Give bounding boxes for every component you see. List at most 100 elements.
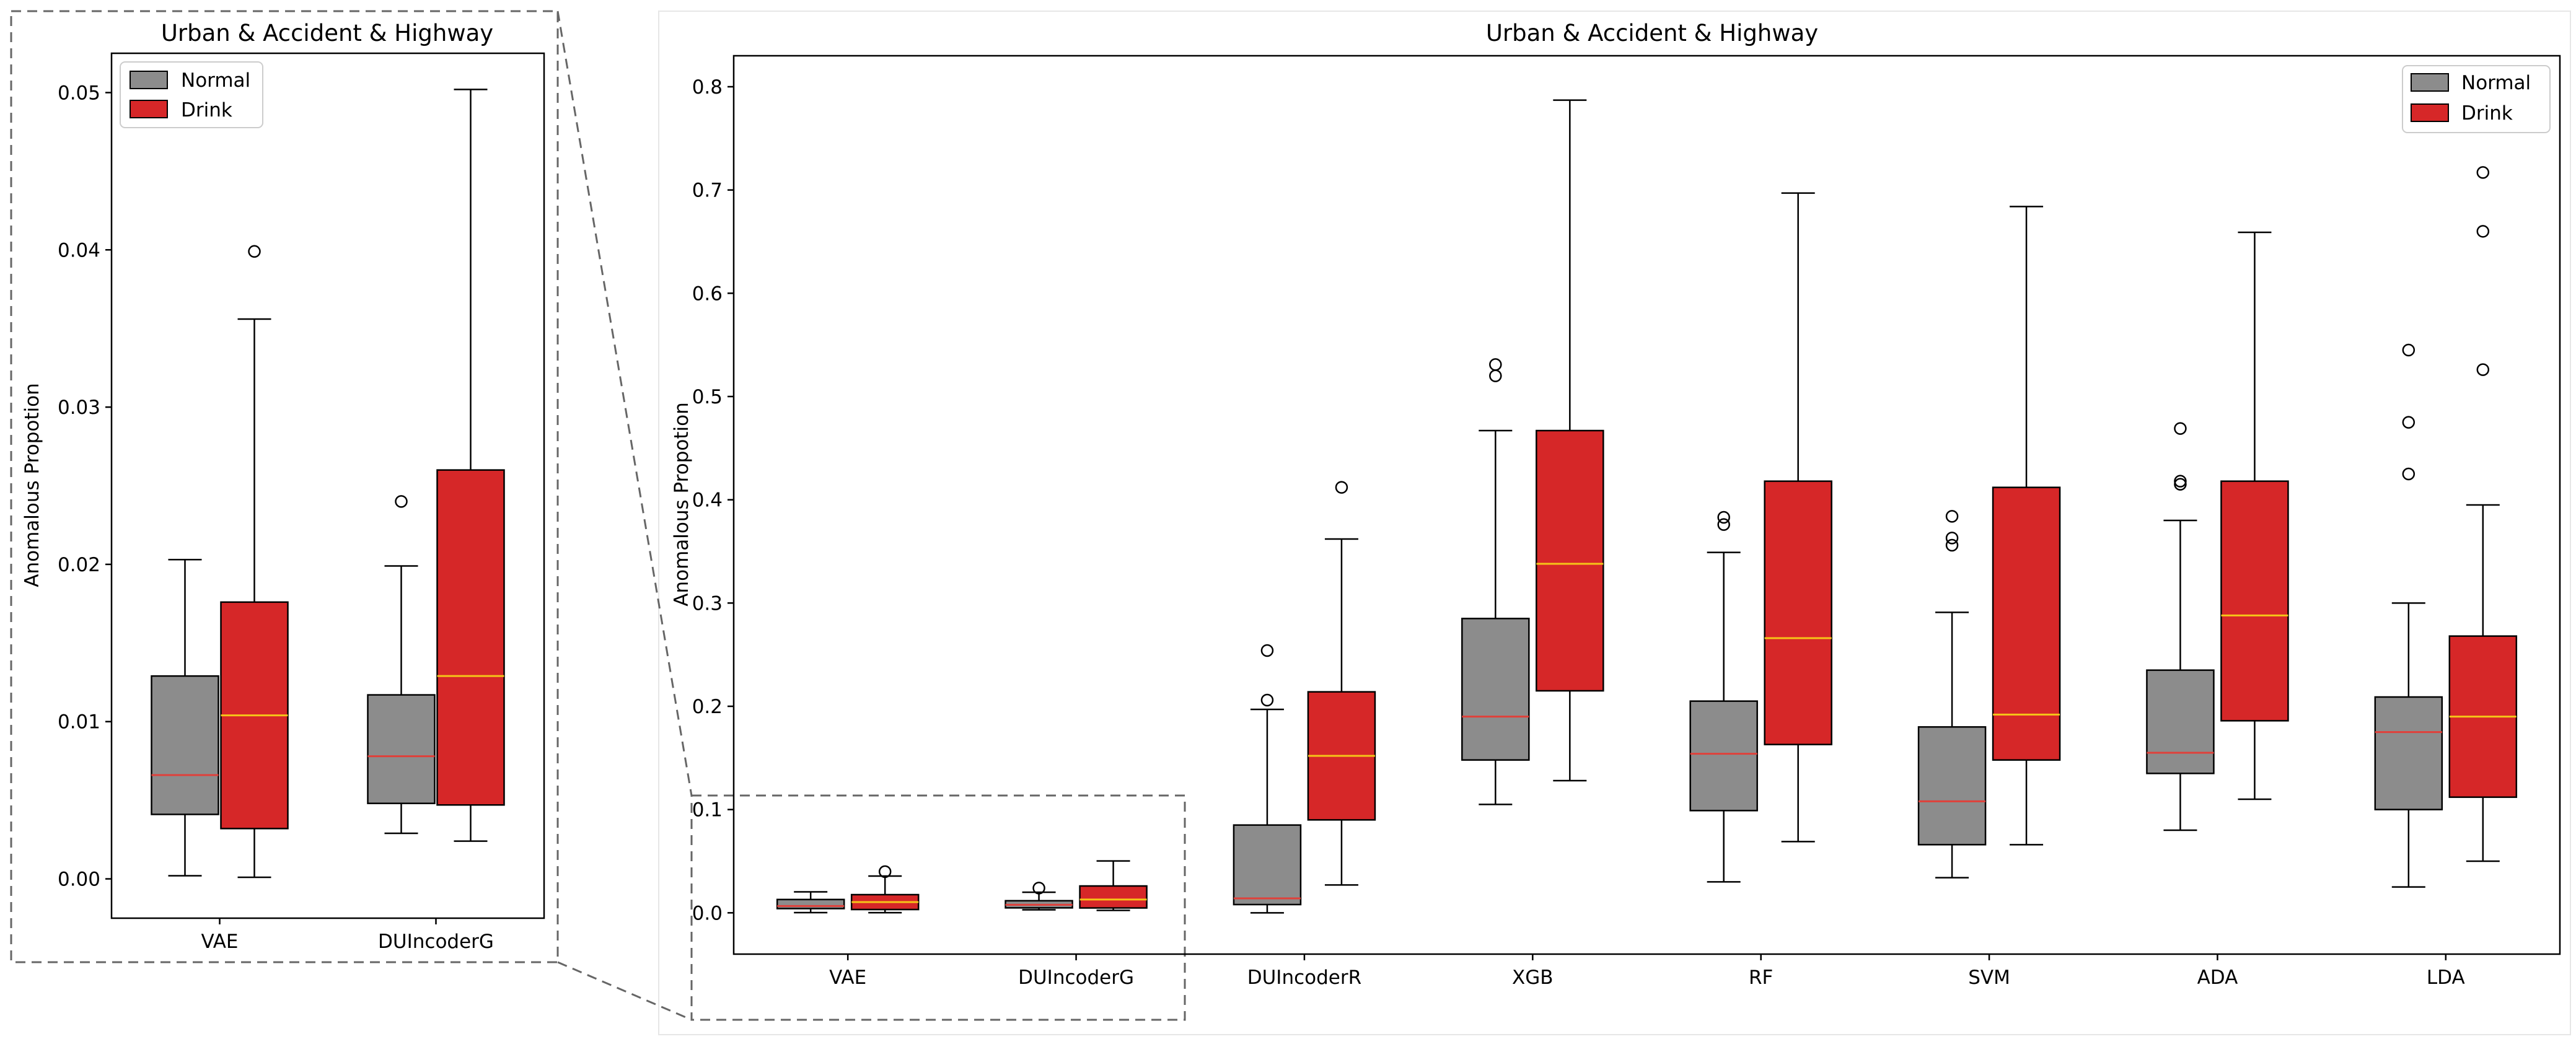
outlier-point (2402, 416, 2416, 429)
box-iqr (1992, 486, 2061, 761)
main-xtick-label-svm: SVM (1968, 967, 2010, 989)
main-legend-label-drink: Drink (2461, 102, 2513, 125)
zoom-ytick-label: 0.02 (58, 554, 100, 576)
outlier-point (1717, 511, 1730, 524)
main-xtick-label-ada: ADA (2197, 967, 2238, 989)
main-box-drink-vae (850, 865, 920, 914)
main-ytick-label: 0.7 (692, 180, 723, 202)
zoom-connector-line-top (556, 11, 693, 796)
outlier-point (2174, 475, 2187, 488)
box-iqr (151, 675, 219, 815)
zoom-box-normal-vae (151, 559, 219, 877)
main-xtick-label-rf: RF (1749, 967, 1773, 989)
box-iqr (2220, 480, 2289, 722)
outlier-point (1260, 693, 1274, 707)
main-chart: Urban & Accident & Highway Anomalous Pro… (670, 20, 2561, 989)
zoom-chart-title: Urban & Accident & Highway (161, 20, 493, 46)
main-ytick-label: 0.0 (692, 902, 723, 924)
main-box-drink-ada (2220, 231, 2289, 800)
main-xtick-label-xgb: XGB (1512, 967, 1554, 989)
zoom-legend: Normal Drink (120, 61, 263, 128)
outlier-point (1335, 481, 1348, 494)
zoom-legend-swatch-normal (130, 71, 168, 89)
main-xtick-label-lda: LDA (2427, 967, 2465, 989)
outlier-point (2402, 343, 2416, 357)
outlier-point (2476, 166, 2490, 179)
main-plot-frame (732, 55, 2561, 955)
zoom-source-region (690, 794, 1186, 1021)
zoom-y-axis-label: Anomalous Propotion (21, 383, 43, 587)
main-box-drink-duincoderr (1307, 481, 1376, 886)
zoom-chart: Urban & Accident & Highway Anomalous Pro… (21, 20, 545, 953)
box-iqr (1536, 429, 1604, 692)
main-legend-label-normal: Normal (2461, 72, 2531, 94)
box-iqr (1461, 618, 1530, 761)
main-ytick-label: 0.4 (692, 489, 723, 512)
main-xtick-label-duincoderr: DUIncoderR (1247, 967, 1361, 989)
main-ytick-label: 0.6 (692, 283, 723, 305)
zoom-ytick-label: 0.03 (58, 397, 100, 419)
main-legend: Normal Drink (2402, 65, 2551, 133)
main-box-normal-rf (1689, 511, 1758, 883)
box-iqr (436, 469, 505, 806)
main-box-normal-lda (2374, 343, 2443, 888)
main-y-axis-label: Anomalous Propotion (670, 402, 693, 606)
box-iqr (367, 694, 436, 804)
zoom-ytick-label: 0.04 (58, 239, 100, 261)
box-iqr (776, 898, 845, 910)
box-iqr (2374, 696, 2443, 810)
outlier-point (1260, 644, 1274, 657)
zoom-plot-frame (110, 52, 545, 919)
box-iqr (1764, 480, 1832, 745)
zoom-legend-label-drink: Drink (181, 99, 232, 121)
main-box-normal-svm (1917, 510, 1987, 879)
main-box-normal-duincoderr (1233, 644, 1302, 914)
main-box-normal-xgb (1461, 358, 1530, 805)
outlier-point (395, 495, 408, 508)
main-legend-swatch-drink (2411, 103, 2449, 122)
outlier-point (1945, 532, 1959, 545)
main-box-drink-lda (2448, 166, 2518, 862)
main-chart-title: Urban & Accident & Highway (1486, 20, 1818, 46)
zoom-legend-swatch-drink (130, 100, 168, 118)
main-box-drink-xgb (1536, 99, 1604, 782)
main-legend-swatch-normal (2411, 73, 2449, 92)
zoom-xtick-label-duincoderg: DUIncoderG (378, 931, 494, 953)
main-box-normal-duincoderg (1004, 882, 1073, 911)
box-iqr (2146, 669, 2215, 774)
main-box-drink-svm (1992, 206, 2061, 846)
zoom-ytick-label: 0.00 (58, 869, 100, 891)
box-iqr (1233, 824, 1302, 906)
main-xtick-label-vae: VAE (829, 967, 866, 989)
outlier-point (878, 865, 892, 879)
outlier-point (1945, 510, 1959, 523)
outlier-point (2174, 422, 2187, 435)
outlier-point (2402, 467, 2416, 481)
main-ytick-label: 0.2 (692, 696, 723, 718)
zoom-inset-frame (10, 10, 559, 963)
outlier-point (2476, 363, 2490, 376)
box-iqr (1917, 726, 1987, 846)
outlier-point (2476, 225, 2490, 238)
main-box-normal-vae (776, 891, 845, 914)
main-figure-frame (658, 11, 2571, 1035)
main-box-drink-duincoderg (1079, 860, 1148, 911)
zoom-connector-line-bottom (557, 961, 692, 1021)
outlier-point (1489, 358, 1502, 371)
outlier-point (2174, 478, 2187, 491)
outlier-point (1945, 538, 1959, 552)
main-xtick-label-duincoderg: DUIncoderG (1018, 967, 1134, 989)
main-box-drink-rf (1764, 192, 1832, 843)
zoom-connector (10, 10, 1186, 1021)
zoom-box-drink-duincoderg (436, 89, 505, 842)
main-ytick-label: 0.1 (692, 799, 723, 822)
box-iqr (1079, 885, 1148, 909)
box-iqr (1689, 700, 1758, 812)
zoom-ytick-label: 0.05 (58, 82, 100, 104)
outlier-point (1489, 369, 1502, 382)
outlier-point (1032, 882, 1045, 895)
outlier-point (1717, 518, 1730, 531)
main-ytick-label: 0.3 (692, 592, 723, 615)
zoom-ytick-label: 0.01 (58, 711, 100, 734)
